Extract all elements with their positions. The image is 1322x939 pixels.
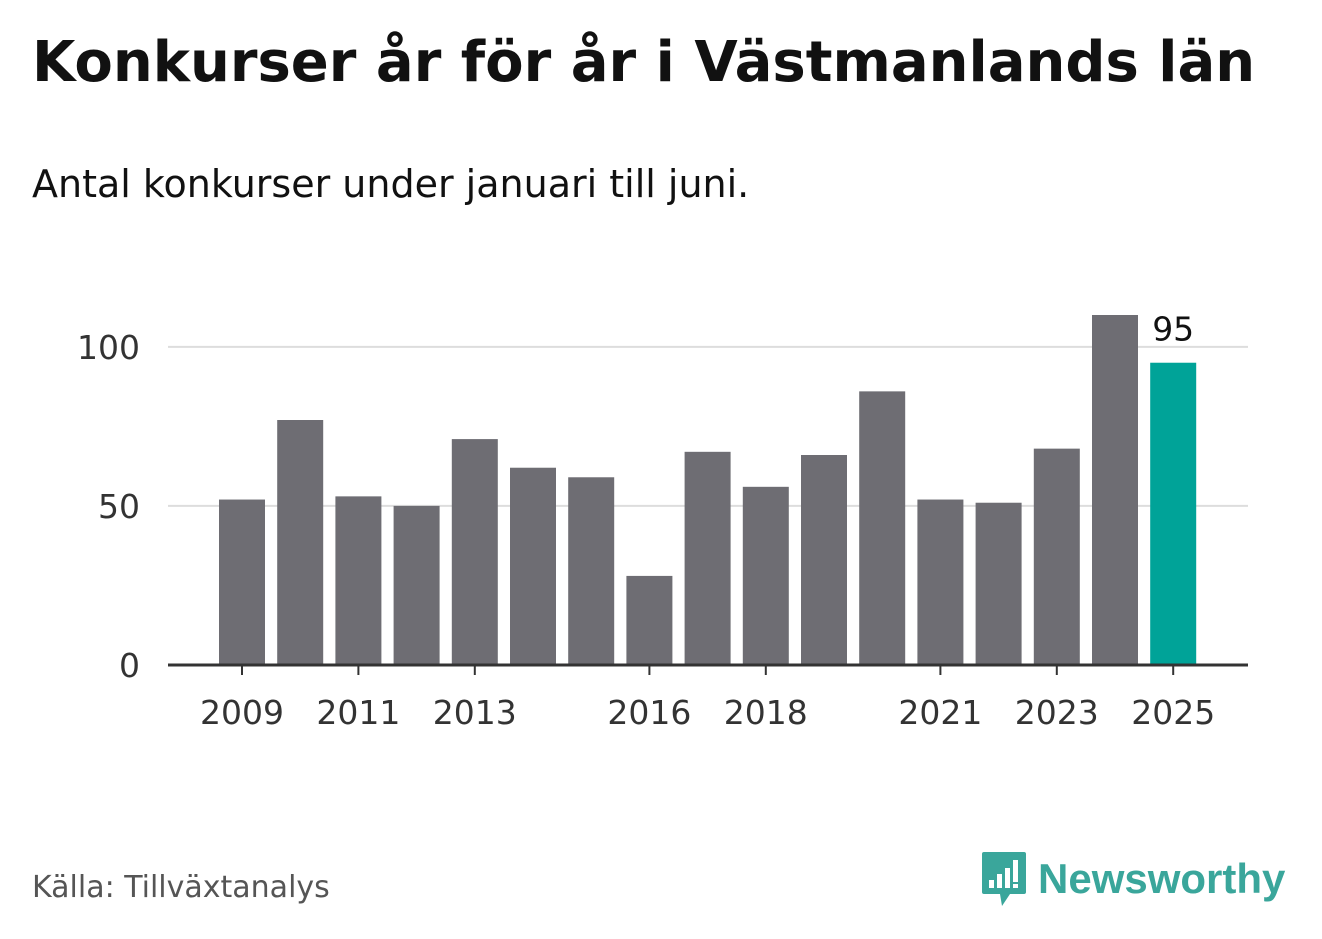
bar-chart: 0 50 100 2009 2011 2013 2016 2018 2021 2023 2025 95: [77, 310, 1248, 732]
brand-logo: Newsworthy: [980, 850, 1285, 908]
bar-2011: [335, 496, 382, 665]
x-tick-label: 2021: [898, 693, 982, 732]
bar-2015: [568, 477, 615, 665]
x-tick-label: 2011: [316, 693, 400, 732]
bar-layer: [219, 315, 1197, 665]
bar-2021: [917, 499, 964, 665]
bar-2013: [451, 439, 498, 665]
x-tick-label: 2013: [433, 693, 517, 732]
page-title: Konkurser år för år i Västmanlands län: [32, 30, 1256, 95]
y-tick-label: 50: [98, 487, 140, 526]
bar-2018: [742, 486, 789, 665]
brand-name: Newsworthy: [1038, 855, 1286, 902]
bar-2025: [1150, 362, 1197, 665]
bar-2020: [859, 391, 906, 665]
bar-2012: [393, 505, 440, 665]
y-tick-label: 100: [77, 328, 140, 367]
x-tick-label: 2025: [1131, 693, 1215, 732]
newsworthy-logo-icon: [982, 852, 1026, 906]
value-label-2025: 95: [1152, 310, 1194, 349]
x-tick-label: 2023: [1015, 693, 1099, 732]
bar-2014: [510, 467, 556, 665]
bar-2024: [1092, 315, 1138, 665]
page-subtitle: Antal konkurser under januari till juni.: [32, 162, 750, 206]
x-tick-label: 2009: [200, 693, 284, 732]
bar-2022: [975, 502, 1022, 665]
bar-2019: [801, 455, 847, 665]
x-tick-label: 2016: [607, 693, 691, 732]
source-note: Källa: Tillväxtanalys: [32, 870, 330, 905]
x-tick-label: 2018: [724, 693, 808, 732]
bar-2010: [277, 420, 324, 665]
axis-layer: [168, 663, 1248, 675]
label-layer: 0 50 100 2009 2011 2013 2016 2018 2021 2023 2025 95: [77, 310, 1215, 732]
bar-2017: [684, 451, 731, 665]
y-tick-label: 0: [119, 646, 140, 685]
bar-2009: [219, 499, 265, 665]
bar-2023: [1033, 448, 1080, 665]
bar-2016: [626, 575, 673, 665]
